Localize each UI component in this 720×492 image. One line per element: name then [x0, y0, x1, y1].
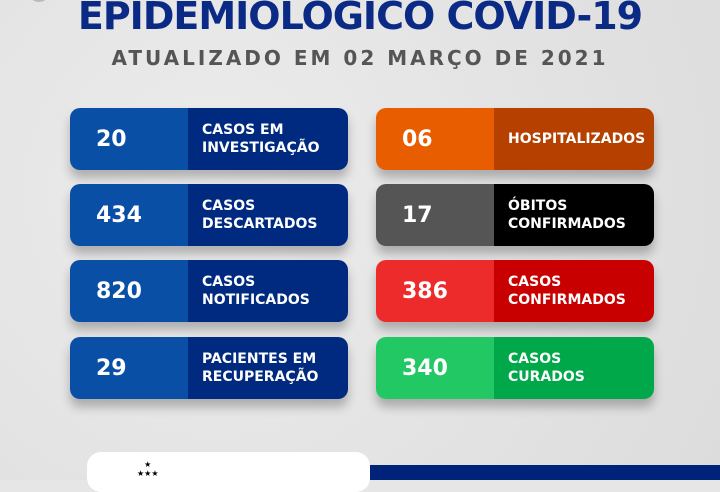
stat-label: HOSPITALIZADOS: [494, 108, 654, 170]
stat-label: CASOS NOTIFICADOS: [188, 260, 348, 322]
stat-card: 29 PACIENTES EM RECUPERAÇÃO: [70, 337, 348, 399]
stat-label: CASOS CURADOS: [494, 337, 654, 399]
stat-label: PACIENTES EM RECUPERAÇÃO: [188, 337, 348, 399]
stat-card: 434 CASOS DESCARTADOS: [70, 184, 348, 246]
stat-value: 820: [70, 260, 188, 322]
stat-label: CASOS DESCARTADOS: [188, 184, 348, 246]
stat-value: 17: [376, 184, 494, 246]
stat-label: CASOS EM INVESTIGAÇÃO: [188, 108, 348, 170]
stat-value: 29: [70, 337, 188, 399]
stat-card: 386 CASOS CONFIRMADOS: [376, 260, 654, 322]
stat-value: 20: [70, 108, 188, 170]
stat-card: 820 CASOS NOTIFICADOS: [70, 260, 348, 322]
stat-label: CASOS CONFIRMADOS: [494, 260, 654, 322]
page-subtitle: ATUALIZADO EM 02 MARÇO DE 2021: [111, 46, 609, 70]
footer-bar: [370, 465, 720, 480]
stat-value: 434: [70, 184, 188, 246]
stat-label: ÓBITOS CONFIRMADOS: [494, 184, 654, 246]
stat-card: 17 ÓBITOS CONFIRMADOS: [376, 184, 654, 246]
logo-box: ★ ★★★: [87, 452, 370, 492]
stat-card: 20 CASOS EM INVESTIGAÇÃO: [70, 108, 348, 170]
stat-value: 340: [376, 337, 494, 399]
stat-card: 340 CASOS CURADOS: [376, 337, 654, 399]
page-title: EPIDEMIOLÓGICO COVID-19: [77, 0, 643, 38]
stat-value: 06: [376, 108, 494, 170]
stat-value: 386: [376, 260, 494, 322]
stat-card: 06 HOSPITALIZADOS: [376, 108, 654, 170]
stars-icon: ★ ★★★: [137, 460, 159, 478]
